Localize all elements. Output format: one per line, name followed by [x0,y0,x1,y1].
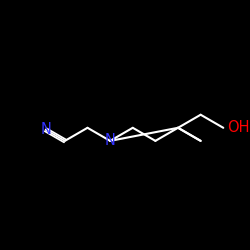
Text: OH: OH [227,120,250,135]
Text: N: N [40,122,51,137]
Text: N: N [105,133,116,148]
